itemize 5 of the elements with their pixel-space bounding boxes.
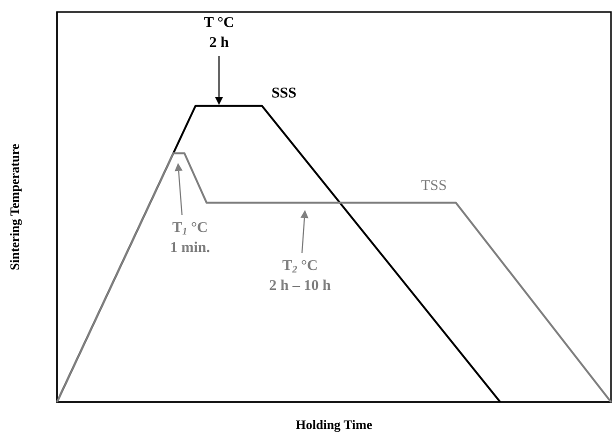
text: T °C 2 h bbox=[204, 15, 234, 51]
x-axis-title: Holding Time bbox=[296, 417, 372, 432]
series-label: TSS bbox=[420, 178, 447, 194]
y-axis-title: Sintering Temperature bbox=[7, 144, 22, 270]
series-label: SSS bbox=[271, 85, 296, 102]
